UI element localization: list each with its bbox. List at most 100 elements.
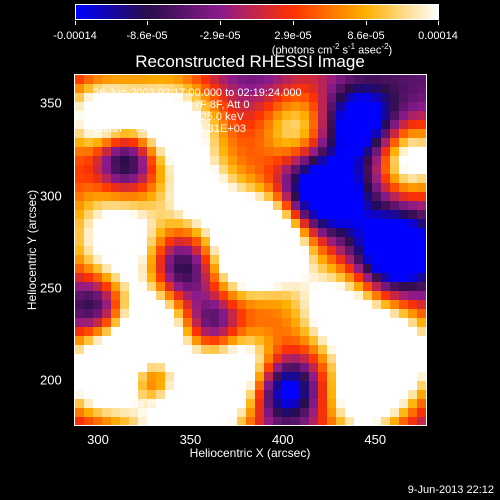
heatmap-cell: [363, 417, 373, 425]
heatmap-cell: [246, 228, 256, 238]
heatmap-cell: [300, 264, 310, 274]
heatmap-cell: [309, 111, 319, 121]
heatmap-cell: [408, 354, 418, 364]
heatmap-cell: [183, 273, 193, 283]
heatmap-cell: [111, 273, 121, 283]
heatmap-cell: [174, 165, 184, 175]
heatmap-cell: [129, 246, 139, 256]
heatmap-cell: [399, 345, 409, 355]
heatmap-cell: [417, 246, 426, 256]
heatmap-cell: [255, 219, 265, 229]
heatmap-cell: [210, 138, 220, 148]
heatmap-cell: [273, 354, 283, 364]
heatmap-cell: [84, 345, 94, 355]
heatmap-cell: [363, 372, 373, 382]
heatmap-cell: [354, 273, 364, 283]
heatmap-cell: [84, 174, 94, 184]
heatmap-cell: [219, 102, 229, 112]
heatmap-cell: [156, 228, 166, 238]
heatmap-cell: [318, 300, 328, 310]
heatmap-cell: [273, 327, 283, 337]
heatmap-cell: [84, 264, 94, 274]
heatmap-cell: [102, 399, 112, 409]
heatmap-cell: [417, 309, 426, 319]
heatmap-cell: [273, 219, 283, 229]
heatmap-cell: [201, 156, 211, 166]
heatmap-cell: [363, 138, 373, 148]
heatmap-cell: [129, 345, 139, 355]
heatmap-cell: [138, 381, 148, 391]
heatmap-cell: [84, 228, 94, 238]
heatmap-cell: [192, 300, 202, 310]
heatmap-cell: [300, 390, 310, 400]
heatmap-cell: [174, 372, 184, 382]
heatmap-cell: [228, 75, 238, 85]
heatmap-cell: [336, 318, 346, 328]
heatmap-cell: [345, 336, 355, 346]
heatmap-cell: [165, 156, 175, 166]
heatmap-cell: [354, 165, 364, 175]
heatmap-cell: [183, 291, 193, 301]
heatmap-cell: [102, 381, 112, 391]
heatmap-cell: [399, 282, 409, 292]
heatmap-cell: [111, 363, 121, 373]
heatmap-cell: [399, 399, 409, 409]
heatmap-cell: [138, 336, 148, 346]
heatmap-cell: [273, 75, 283, 85]
heatmap-cell: [111, 174, 121, 184]
heatmap-cell: [345, 291, 355, 301]
heatmap-cell: [336, 246, 346, 256]
heatmap-cell: [210, 327, 220, 337]
heatmap-cell: [156, 192, 166, 202]
heatmap-cell: [147, 75, 157, 85]
heatmap-cell: [327, 399, 337, 409]
heatmap-cell: [309, 102, 319, 112]
heatmap-cell: [390, 336, 400, 346]
heatmap-cell: [201, 111, 211, 121]
heatmap-cell: [201, 147, 211, 157]
x-tick-label: 300: [87, 432, 109, 447]
heatmap-cell: [246, 336, 256, 346]
heatmap-cell: [372, 273, 382, 283]
heatmap-cell: [138, 264, 148, 274]
heatmap-cell: [336, 111, 346, 121]
heatmap-cell: [255, 309, 265, 319]
heatmap-cell: [255, 93, 265, 103]
heatmap-cell: [111, 399, 121, 409]
heatmap-cell: [237, 120, 247, 130]
heatmap-cell: [354, 210, 364, 220]
heatmap-cell: [201, 174, 211, 184]
heatmap-cell: [282, 165, 292, 175]
heatmap-cell: [219, 327, 229, 337]
heatmap-cell: [327, 174, 337, 184]
heatmap-cell: [174, 156, 184, 166]
heatmap-cell: [210, 300, 220, 310]
heatmap-cell: [273, 417, 283, 425]
heatmap-cell: [372, 102, 382, 112]
heatmap-cell: [156, 102, 166, 112]
heatmap-cell: [381, 174, 391, 184]
heatmap-cell: [102, 354, 112, 364]
heatmap-cell: [309, 165, 319, 175]
heatmap-cell: [309, 363, 319, 373]
heatmap-cell: [93, 219, 103, 229]
colorbar-label: 8.6e-05: [347, 30, 385, 42]
heatmap-cell: [381, 363, 391, 373]
heatmap-cell: [102, 156, 112, 166]
heatmap-cell: [381, 156, 391, 166]
heatmap-cell: [363, 336, 373, 346]
heatmap-cell: [309, 138, 319, 148]
heatmap-cell: [228, 120, 238, 130]
heatmap-cell: [408, 237, 418, 247]
heatmap-cell: [372, 183, 382, 193]
heatmap-cell: [291, 111, 301, 121]
heatmap-cell: [327, 300, 337, 310]
heatmap-cell: [264, 174, 274, 184]
heatmap-cell: [255, 210, 265, 220]
heatmap-cell: [174, 318, 184, 328]
colorbar-tick: [366, 21, 367, 25]
heatmap-cell: [129, 147, 139, 157]
heatmap-cell: [147, 354, 157, 364]
heatmap-cell: [246, 102, 256, 112]
heatmap-cell: [102, 192, 112, 202]
